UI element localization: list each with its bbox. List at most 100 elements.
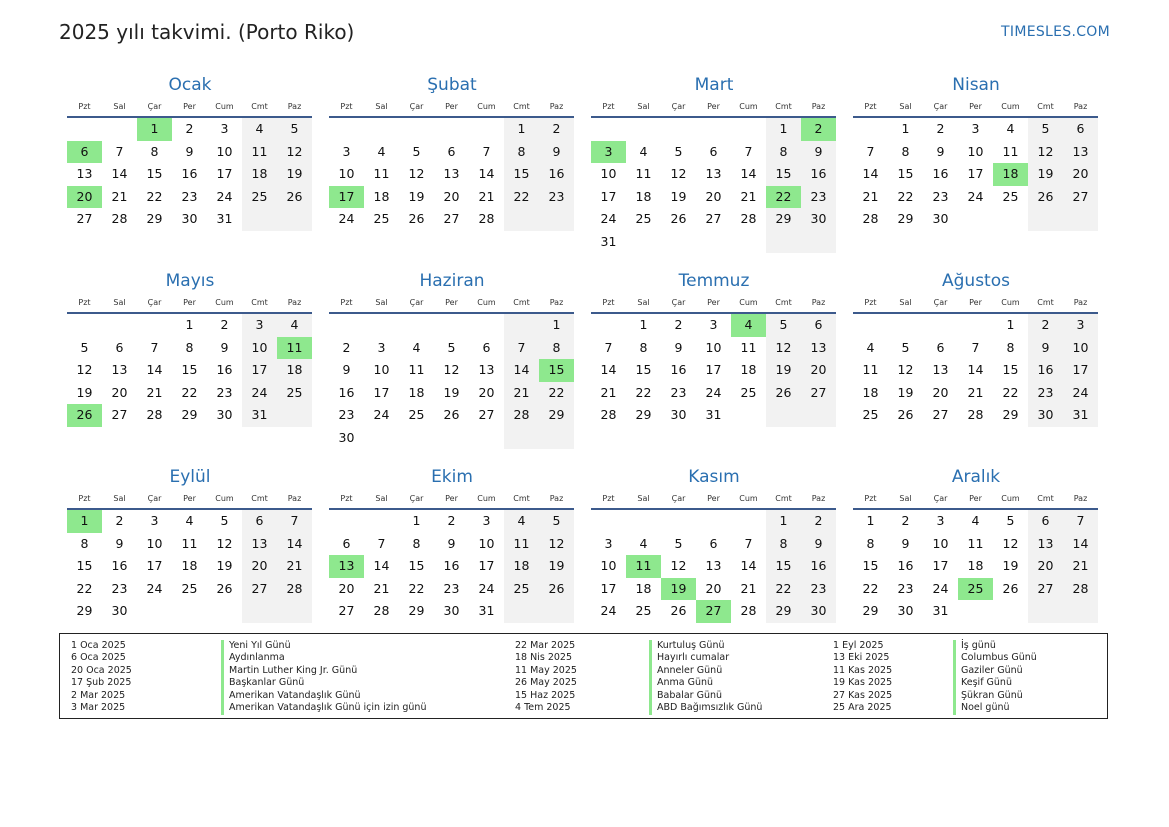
day-cell[interactable]: 22 — [862, 580, 879, 596]
day-cell[interactable]: 18 — [967, 558, 984, 573]
day-cell[interactable]: 21 — [277, 555, 312, 578]
day-cell[interactable]: 20 — [338, 580, 355, 596]
day-cell[interactable]: 27 — [443, 211, 460, 226]
day-cell[interactable]: 31 — [1063, 404, 1098, 427]
day-cell[interactable]: 24 — [478, 580, 495, 596]
day-cell[interactable]: 8 — [150, 143, 159, 159]
holiday-day-cell[interactable]: 20 — [67, 185, 102, 208]
day-cell[interactable]: 19 — [443, 384, 460, 400]
day-cell[interactable]: 24 — [338, 211, 355, 226]
day-cell[interactable]: 9 — [220, 339, 229, 355]
day-cell[interactable]: 21 — [111, 188, 128, 204]
day-cell[interactable]: 12 — [539, 532, 574, 555]
holiday-day-cell[interactable]: 11 — [277, 336, 312, 359]
day-cell[interactable]: 5 — [674, 535, 683, 551]
day-cell[interactable]: 23 — [539, 185, 574, 208]
day-cell[interactable]: 25 — [862, 407, 879, 422]
day-cell[interactable]: 2 — [674, 317, 683, 332]
day-cell[interactable]: 10 — [600, 166, 617, 181]
day-cell[interactable]: 21 — [146, 384, 163, 400]
day-cell[interactable]: 28 — [478, 211, 495, 226]
day-cell[interactable]: 16 — [216, 362, 233, 377]
day-cell[interactable]: 14 — [967, 362, 984, 377]
day-cell[interactable]: 10 — [600, 558, 617, 573]
day-cell[interactable]: 6 — [242, 510, 277, 533]
day-cell[interactable]: 18 — [635, 580, 652, 596]
day-cell[interactable]: 19 — [539, 555, 574, 578]
day-cell[interactable]: 31 — [216, 211, 233, 226]
day-cell[interactable]: 29 — [862, 603, 879, 618]
day-cell[interactable]: 8 — [539, 336, 574, 359]
day-cell[interactable]: 21 — [740, 188, 757, 204]
day-cell[interactable]: 29 — [146, 211, 163, 226]
day-cell[interactable]: 17 — [600, 188, 617, 204]
day-cell[interactable]: 7 — [377, 535, 386, 551]
day-cell[interactable]: 19 — [897, 384, 914, 400]
day-cell[interactable]: 17 — [373, 384, 390, 400]
day-cell[interactable]: 24 — [932, 580, 949, 596]
day-cell[interactable]: 25 — [242, 185, 277, 208]
day-cell[interactable]: 1 — [185, 317, 194, 332]
day-cell[interactable]: 8 — [1006, 339, 1015, 355]
day-cell[interactable]: 3 — [242, 314, 277, 337]
day-cell[interactable]: 21 — [600, 384, 617, 400]
day-cell[interactable]: 7 — [1063, 510, 1098, 533]
day-cell[interactable]: 5 — [1028, 118, 1063, 141]
day-cell[interactable]: 16 — [801, 555, 836, 578]
day-cell[interactable]: 15 — [1002, 362, 1019, 377]
day-cell[interactable]: 14 — [862, 166, 879, 181]
day-cell[interactable]: 10 — [338, 166, 355, 181]
day-cell[interactable]: 8 — [639, 339, 648, 355]
day-cell[interactable]: 27 — [932, 407, 949, 422]
day-cell[interactable]: 13 — [1028, 532, 1063, 555]
day-cell[interactable]: 7 — [604, 339, 613, 355]
day-cell[interactable]: 11 — [740, 339, 757, 355]
holiday-day-cell[interactable]: 26 — [67, 404, 102, 427]
day-cell[interactable]: 12 — [408, 166, 425, 181]
day-cell[interactable]: 2 — [115, 513, 124, 528]
day-cell[interactable]: 4 — [377, 143, 386, 159]
day-cell[interactable]: 11 — [862, 362, 879, 377]
day-cell[interactable]: 25 — [1002, 188, 1019, 204]
day-cell[interactable]: 26 — [216, 580, 233, 596]
day-cell[interactable]: 16 — [932, 166, 949, 181]
day-cell[interactable]: 10 — [242, 336, 277, 359]
day-cell[interactable]: 15 — [408, 558, 425, 573]
day-cell[interactable]: 30 — [801, 208, 836, 231]
day-cell[interactable]: 17 — [705, 362, 722, 377]
day-cell[interactable]: 8 — [866, 535, 875, 551]
day-cell[interactable]: 13 — [705, 166, 722, 181]
day-cell[interactable]: 7 — [971, 339, 980, 355]
day-cell[interactable]: 13 — [242, 532, 277, 555]
day-cell[interactable]: 25 — [504, 577, 539, 600]
day-cell[interactable]: 25 — [635, 603, 652, 618]
day-cell[interactable]: 1 — [1006, 317, 1015, 332]
day-cell[interactable]: 15 — [897, 166, 914, 181]
day-cell[interactable]: 15 — [766, 555, 801, 578]
day-cell[interactable]: 5 — [1006, 513, 1015, 528]
day-cell[interactable]: 11 — [635, 166, 652, 181]
day-cell[interactable]: 18 — [504, 555, 539, 578]
day-cell[interactable]: 17 — [216, 166, 233, 181]
day-cell[interactable]: 12 — [670, 166, 687, 181]
day-cell[interactable]: 20 — [242, 555, 277, 578]
day-cell[interactable]: 18 — [242, 163, 277, 186]
day-cell[interactable]: 13 — [111, 362, 128, 377]
day-cell[interactable]: 30 — [443, 603, 460, 618]
holiday-day-cell[interactable]: 15 — [539, 359, 574, 382]
day-cell[interactable]: 9 — [185, 143, 194, 159]
day-cell[interactable]: 25 — [277, 381, 312, 404]
day-cell[interactable]: 21 — [862, 188, 879, 204]
day-cell[interactable]: 9 — [115, 535, 124, 551]
day-cell[interactable]: 19 — [216, 558, 233, 573]
day-cell[interactable]: 21 — [504, 381, 539, 404]
day-cell[interactable]: 29 — [766, 208, 801, 231]
day-cell[interactable]: 31 — [600, 233, 617, 249]
holiday-day-cell[interactable]: 1 — [67, 510, 102, 533]
day-cell[interactable]: 5 — [80, 339, 89, 355]
day-cell[interactable]: 10 — [146, 535, 163, 551]
day-cell[interactable]: 24 — [242, 381, 277, 404]
day-cell[interactable]: 10 — [967, 143, 984, 159]
day-cell[interactable]: 18 — [740, 362, 757, 377]
day-cell[interactable]: 14 — [146, 362, 163, 377]
